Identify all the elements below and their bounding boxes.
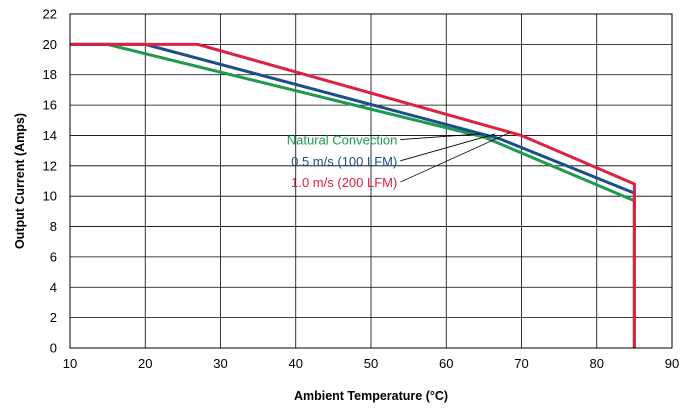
y-axis-title: Output Current (Amps) [13, 113, 27, 249]
y-tick-label: 20 [43, 37, 57, 52]
y-tick-label: 6 [50, 249, 57, 264]
x-tick-label: 40 [289, 356, 303, 371]
y-tick-label: 8 [50, 219, 57, 234]
y-tick-label: 12 [43, 158, 57, 173]
y-tick-label: 4 [50, 280, 57, 295]
x-tick-label: 50 [364, 356, 378, 371]
y-tick-label: 2 [50, 310, 57, 325]
series-line-2 [70, 42, 636, 348]
y-tick-label: 14 [43, 128, 57, 143]
leader-line-0 [400, 133, 481, 140]
x-tick-label: 60 [439, 356, 453, 371]
series-label-1: 0.5 m/s (100 LFM) [291, 154, 397, 169]
tick-labels: 10 20 30 40 50 60 70 80 90 0 2 4 6 8 10 12 14 16 18 20 22 [43, 7, 680, 372]
series-label-2: 1.0 m/s (200 LFM) [291, 175, 397, 190]
y-tick-label: 22 [43, 7, 57, 22]
x-tick-label: 10 [63, 356, 77, 371]
series-label-0: Natural Convection [287, 133, 398, 148]
plot-frame [69, 13, 673, 349]
y-tick-label: 18 [43, 67, 57, 82]
leader-line-2 [400, 132, 511, 183]
x-tick-label: 90 [665, 356, 679, 371]
y-tick-label: 10 [43, 189, 57, 204]
x-tick-label: 30 [213, 356, 227, 371]
x-tick-label: 80 [590, 356, 604, 371]
x-tick-label: 70 [514, 356, 528, 371]
y-tick-label: 16 [43, 98, 57, 113]
y-tick-label: 0 [50, 341, 57, 356]
annotations: Natural Convection 0.5 m/s (100 LFM) 1.0 m… [287, 132, 511, 190]
x-axis-title: Ambient Temperature (°C) [294, 389, 448, 403]
x-tick-label: 20 [138, 356, 152, 371]
leader-line-1 [400, 133, 496, 162]
